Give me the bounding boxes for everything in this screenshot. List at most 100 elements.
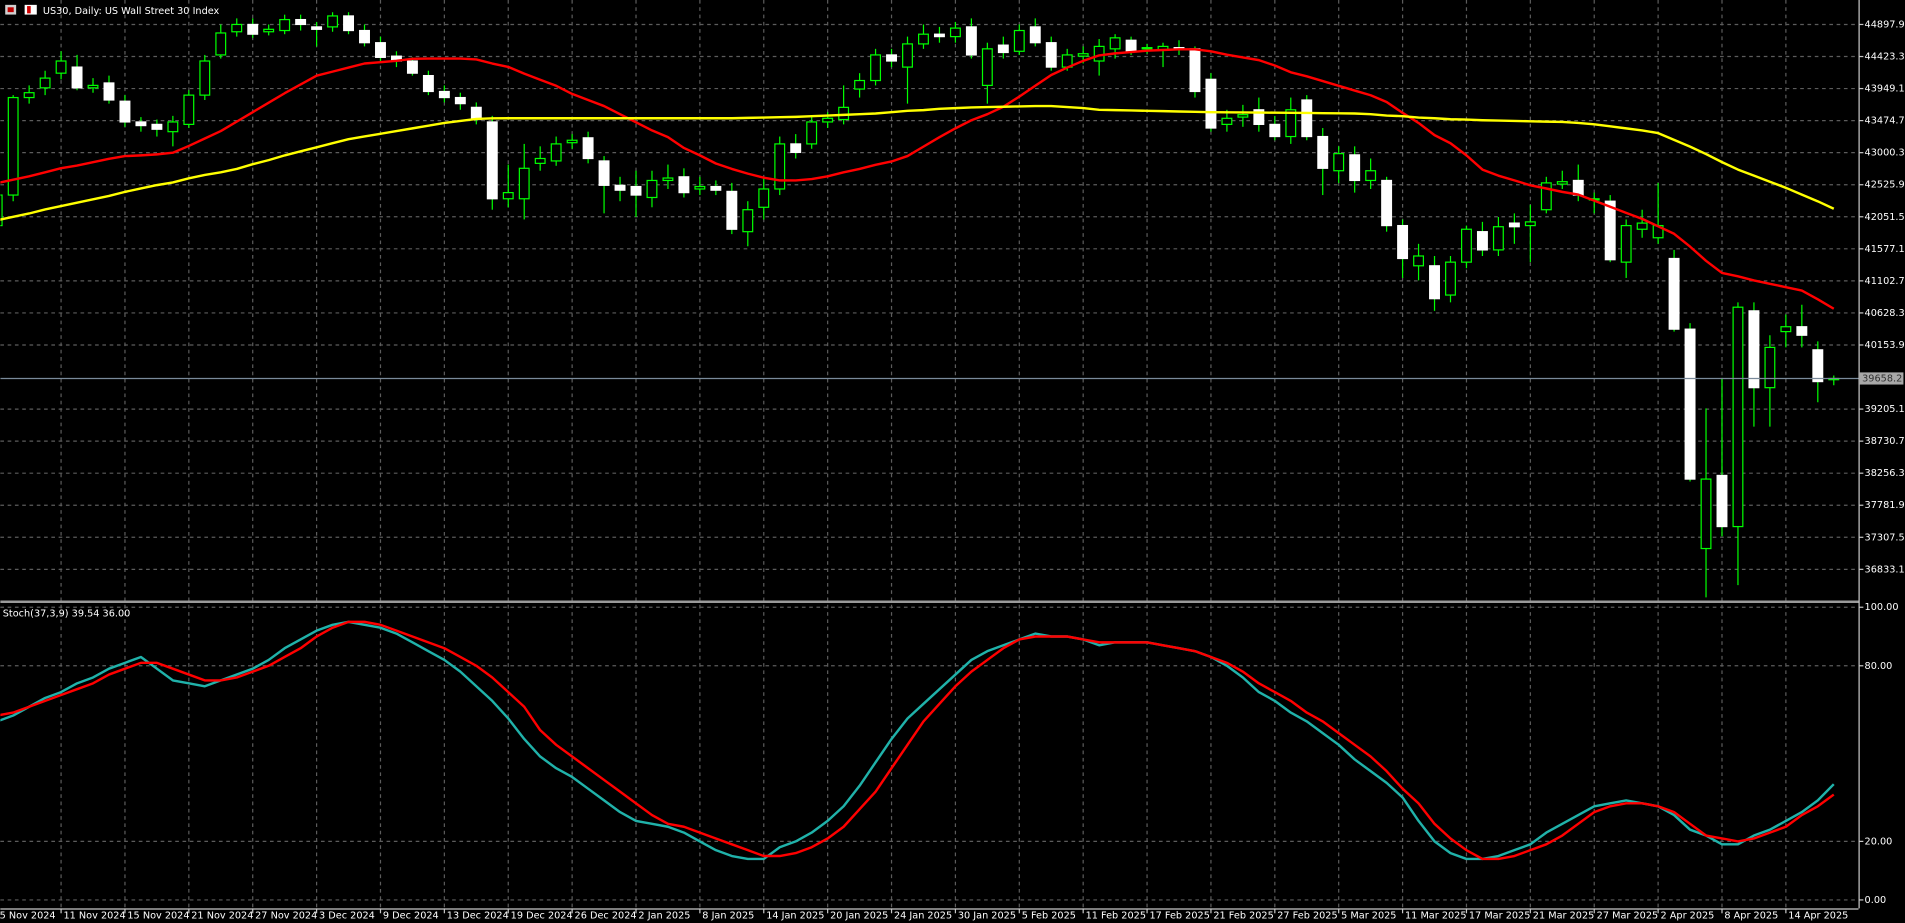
candle-body-up: [534, 157, 546, 164]
y-tick-label: 42525.9: [1865, 180, 1905, 191]
candle-body-down: [1748, 310, 1760, 389]
candle-body-up: [854, 79, 866, 90]
candle-body-down: [997, 44, 1009, 54]
moving-average-line: [0, 48, 1835, 310]
candle-body-up: [87, 84, 99, 89]
candle-body-up: [806, 121, 818, 145]
x-tick-label: 11 Nov 2024: [64, 911, 126, 922]
x-tick-label: 9 Dec 2024: [383, 911, 439, 922]
candle-body-down: [422, 74, 434, 93]
candle-body-down: [582, 137, 594, 160]
y-tick-label: 39205.1: [1865, 404, 1905, 415]
candle-body-up: [566, 139, 578, 144]
symbol-icon-detail: [27, 6, 31, 14]
candle-body-down: [1189, 48, 1201, 93]
candle-body-up: [742, 209, 754, 233]
indicator-title: Stoch(37,3,9) 39.54 36.00: [3, 608, 131, 619]
x-tick-label: 21 Nov 2024: [191, 911, 253, 922]
candle-body-down: [1604, 200, 1616, 261]
candle-body-down: [375, 42, 386, 58]
stochastic-plot: [0, 620, 1835, 861]
y-tick-label: 41577.1: [1865, 244, 1905, 255]
candle-body-up: [1237, 114, 1249, 118]
candle-body-down: [1205, 78, 1217, 129]
candle-body-up: [1077, 53, 1089, 57]
x-tick-label: 2 Apr 2025: [1661, 911, 1715, 922]
candle-body-up: [1093, 45, 1105, 62]
candle-body-down: [71, 66, 83, 89]
candle-body-up: [1732, 306, 1744, 528]
candle-body-up: [1764, 346, 1776, 389]
candle-body-up: [774, 143, 786, 190]
candle-body-up: [902, 43, 913, 68]
candle-body-down: [678, 176, 690, 194]
candle-body-down: [710, 185, 722, 191]
candle-body-up: [1492, 226, 1504, 251]
candle-body-up: [949, 27, 961, 38]
candle-body-down: [1716, 474, 1728, 528]
y-tick-label: 40628.3: [1865, 308, 1905, 319]
x-tick-label: 17 Feb 2025: [1149, 911, 1209, 922]
candle-body-up: [231, 23, 243, 33]
y-tick-label: 43000.3: [1865, 148, 1905, 159]
candle-body-down: [598, 160, 610, 186]
last-price-label: 39658.2: [1862, 373, 1902, 384]
candle-body-up: [183, 94, 195, 125]
candle-body-up: [1620, 224, 1632, 263]
candle-body-down: [614, 184, 626, 191]
candle-body-up: [1109, 37, 1121, 50]
candle-body-up: [758, 188, 770, 208]
last-price-box: [1859, 372, 1904, 385]
candle-body-up: [838, 106, 850, 121]
candle-body-down: [630, 185, 642, 196]
candle-body-up: [1700, 478, 1712, 550]
candle-body-down: [1269, 123, 1281, 138]
candle-body-down: [1317, 135, 1329, 169]
candle-body-up: [39, 77, 51, 89]
candle-body-down: [1397, 224, 1409, 260]
candle-body-up: [167, 121, 179, 133]
x-tick-label: 30 Jan 2025: [958, 911, 1016, 922]
candle-body-down: [1476, 231, 1488, 251]
candle-body-up: [981, 48, 993, 87]
candle-body-up: [7, 96, 19, 196]
candle-body-down: [151, 123, 163, 130]
candle-body-down: [726, 190, 738, 230]
candle-body-up: [1780, 326, 1792, 333]
candle-body-up: [550, 143, 562, 162]
y-tick-label: 100.00: [1865, 602, 1899, 613]
candle-body-down: [1796, 326, 1808, 336]
candle-body-down: [965, 26, 977, 56]
candle-body-down: [1045, 42, 1057, 68]
candle-body-down: [1381, 179, 1393, 227]
candle-body-down: [343, 15, 355, 32]
x-tick-label: 11 Mar 2025: [1405, 911, 1467, 922]
x-tick-label: 13 Dec 2024: [447, 911, 509, 922]
candle-body-down: [933, 33, 945, 38]
x-tick-label: 8 Jan 2025: [702, 911, 754, 922]
candle-body-down: [1349, 154, 1361, 182]
x-tick-label: 17 Mar 2025: [1469, 911, 1531, 922]
x-tick-label: 27 Mar 2025: [1597, 911, 1659, 922]
candle-body-down: [790, 143, 802, 154]
x-tick-label: 14 Jan 2025: [766, 911, 824, 922]
candle-body-up: [1524, 221, 1536, 227]
candle-body-down: [1684, 328, 1696, 480]
x-tick-label: 15 Nov 2024: [127, 911, 189, 922]
candle-body-up: [1013, 29, 1025, 52]
candle-body-up: [1636, 222, 1648, 230]
y-tick-label: 36833.1: [1865, 564, 1905, 575]
x-tick-label: 5 Mar 2025: [1341, 911, 1396, 922]
y-tick-label: 44897.9: [1865, 19, 1905, 30]
x-tick-label: 14 Apr 2025: [1788, 911, 1848, 922]
y-tick-label: 20.00: [1865, 836, 1893, 847]
x-tick-label: 21 Feb 2025: [1213, 911, 1273, 922]
candle-body-up: [662, 177, 674, 182]
candle-body-up: [215, 32, 227, 56]
candle-body-up: [279, 18, 291, 32]
candle-body-down: [135, 121, 147, 127]
y-tick-label: 42051.5: [1865, 212, 1905, 223]
